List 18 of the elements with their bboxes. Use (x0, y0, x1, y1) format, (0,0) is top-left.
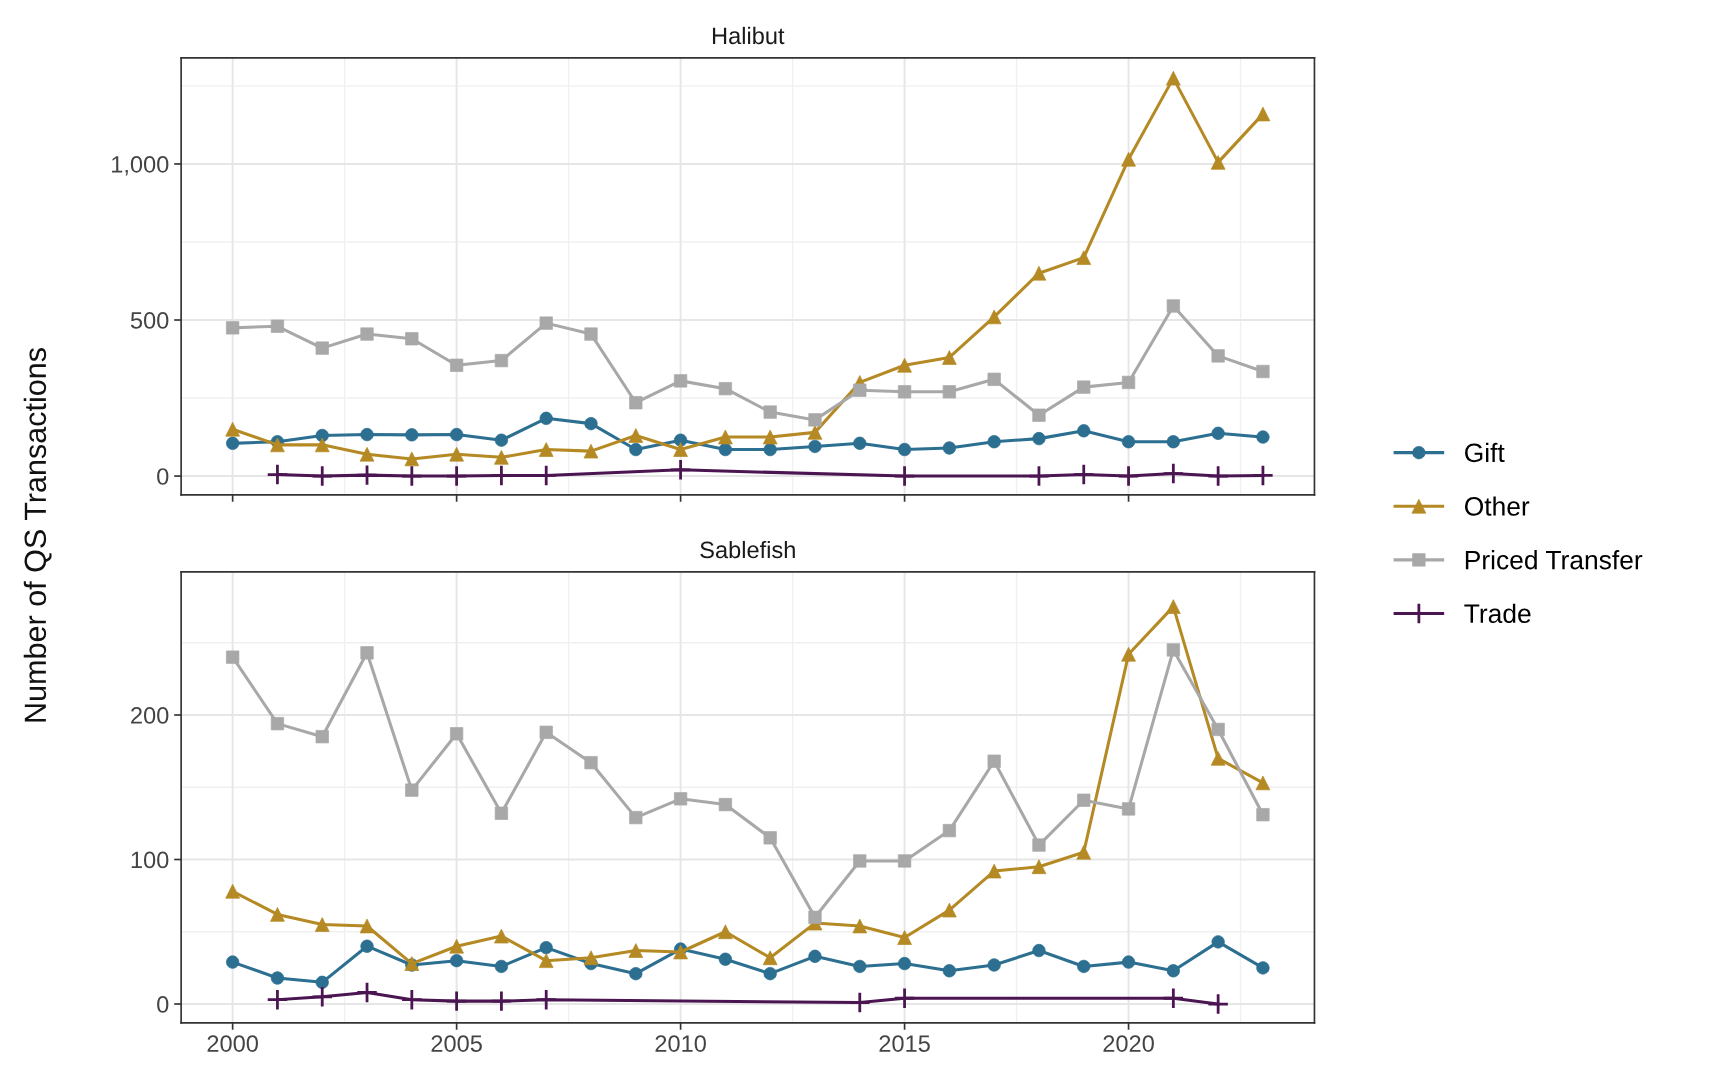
y-tick-label: 1,000 (112, 156, 169, 176)
x-tick-label: 2015 (879, 1035, 930, 1052)
legend-label: Priced Transfer (1465, 550, 1643, 570)
y-tick-label: 0 (157, 996, 169, 1013)
y-axis-title: Number of QS Transactions (23, 348, 52, 722)
y-tick-label: 100 (131, 851, 169, 869)
x-tick-label: 2000 (207, 1035, 258, 1052)
y-tick-label: 500 (130, 312, 169, 329)
y-tick-label: 200 (131, 707, 169, 724)
legend-label: Trade (1464, 603, 1531, 624)
x-tick-label: 2005 (431, 1035, 482, 1052)
legend-label: Gift (1465, 442, 1505, 463)
chart-title: Sablefish (700, 540, 795, 559)
x-tick-label: 2020 (1103, 1035, 1154, 1052)
chart-title: Halibut (712, 26, 785, 45)
legend-label: Other (1464, 496, 1530, 516)
x-tick-label: 2010 (655, 1035, 706, 1052)
y-tick-label: 0 (157, 468, 169, 485)
